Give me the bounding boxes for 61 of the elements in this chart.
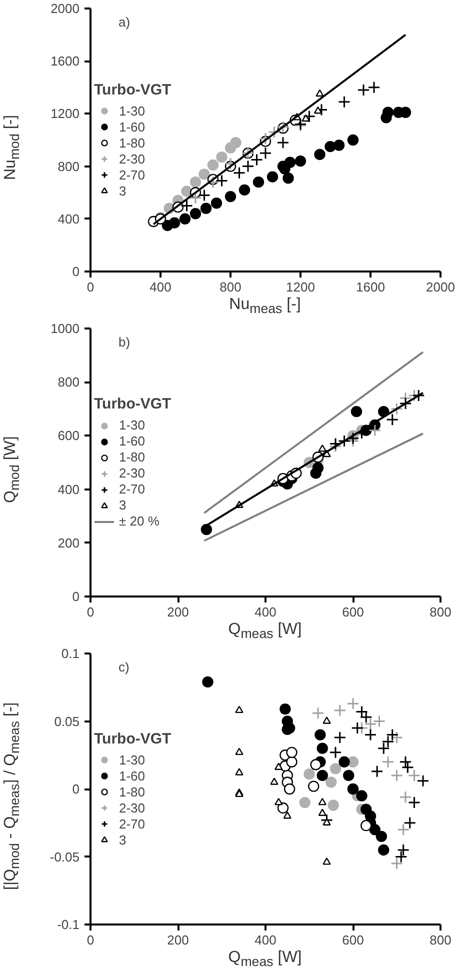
y-tick-label: 2000 (50, 1, 80, 16)
y-tick-label: 1200 (50, 106, 80, 122)
legend-title: Turbo-VGT (94, 730, 172, 747)
annotation: b) (118, 334, 130, 350)
x-tick-label: 0 (86, 932, 94, 948)
legend-label: 2-70 (119, 482, 146, 496)
y-tick-label: 0 (72, 264, 80, 279)
x-tick-label: 400 (150, 280, 172, 294)
legend-label: 3 (119, 183, 128, 198)
x-tick-label: 200 (167, 604, 189, 620)
annotation: a) (118, 14, 130, 30)
x-tick-label: 400 (254, 932, 276, 948)
legend-label: 1-80 (119, 450, 146, 464)
y-tick-label: 1600 (50, 54, 80, 69)
x-tick-label: 400 (254, 604, 276, 620)
x-tick-label: 1200 (286, 280, 315, 294)
y-tick-label: 0 (72, 782, 80, 796)
legend-label: 2-30 (119, 466, 146, 480)
x-tick-label: 0 (86, 604, 94, 620)
legend-label: 1-60 (119, 434, 146, 448)
y-tick-label: 400 (58, 211, 80, 226)
x-axis-title: Nu$_{meas}$ [-] (229, 295, 301, 318)
legend-label: 1-30 (119, 103, 146, 118)
x-tick-label: 600 (342, 604, 364, 620)
legend-label: 2-30 (119, 800, 146, 815)
x-tick-label: 200 (167, 932, 189, 948)
legend-label: 1-80 (119, 784, 146, 799)
legend-label: 1-60 (119, 119, 146, 134)
legend-title: Turbo-VGT (94, 396, 172, 412)
y-tick-label: 0.05 (54, 714, 80, 729)
x-axis-title: Q$_{meas}$ [W] (228, 948, 302, 972)
x-tick-label: 800 (430, 604, 452, 620)
y-tick-label: 200 (58, 535, 80, 550)
x-tick-label: 600 (342, 932, 364, 948)
legend-label: 2-30 (119, 151, 146, 166)
y-tick-label: -0.05 (50, 849, 80, 864)
x-tick-label: 0 (86, 280, 94, 294)
y-tick-label: 400 (58, 482, 80, 497)
legend-label: 3 (119, 832, 128, 847)
annotation: c) (118, 660, 130, 674)
x-tick-label: 800 (430, 932, 452, 948)
legend-label: 2-70 (119, 816, 146, 831)
y-tick-label: 800 (58, 158, 80, 174)
y-tick-label: 0.1 (61, 646, 80, 661)
y-tick-label: 600 (58, 428, 80, 444)
legend-label: 1-30 (119, 752, 146, 767)
x-axis-title: Q$_{meas}$ [W] (228, 620, 302, 644)
y-tick-label: 800 (58, 374, 80, 390)
legend-label: ± 20 % (119, 514, 160, 528)
y-tick-label: -0.1 (57, 917, 80, 932)
legend-label: 1-80 (119, 135, 146, 150)
legend-label: 1-60 (119, 768, 146, 783)
legend-label: 2-70 (119, 167, 146, 182)
x-tick-label: 1600 (356, 280, 385, 294)
legend-label: 1-30 (119, 418, 146, 432)
legend-title: Turbo-VGT (94, 81, 172, 98)
y-tick-label: 1000 (50, 321, 80, 336)
x-tick-label: 2000 (426, 280, 455, 294)
y-tick-label: 0 (72, 589, 80, 604)
legend-label: 3 (119, 498, 128, 512)
x-tick-label: 800 (220, 280, 242, 294)
